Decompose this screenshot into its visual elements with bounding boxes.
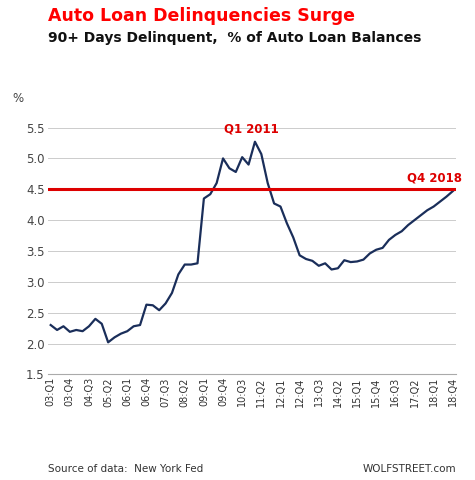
Text: Source of data:  New York Fed: Source of data: New York Fed — [48, 464, 203, 474]
Text: Q1 2011: Q1 2011 — [224, 122, 279, 135]
Text: Auto Loan Delinquencies Surge: Auto Loan Delinquencies Surge — [48, 7, 354, 25]
Text: %: % — [13, 92, 24, 105]
Text: Q4 2018: Q4 2018 — [408, 172, 462, 185]
Text: 90+ Days Delinquent,  % of Auto Loan Balances: 90+ Days Delinquent, % of Auto Loan Bala… — [48, 31, 421, 45]
Text: WOLFSTREET.com: WOLFSTREET.com — [362, 464, 456, 474]
